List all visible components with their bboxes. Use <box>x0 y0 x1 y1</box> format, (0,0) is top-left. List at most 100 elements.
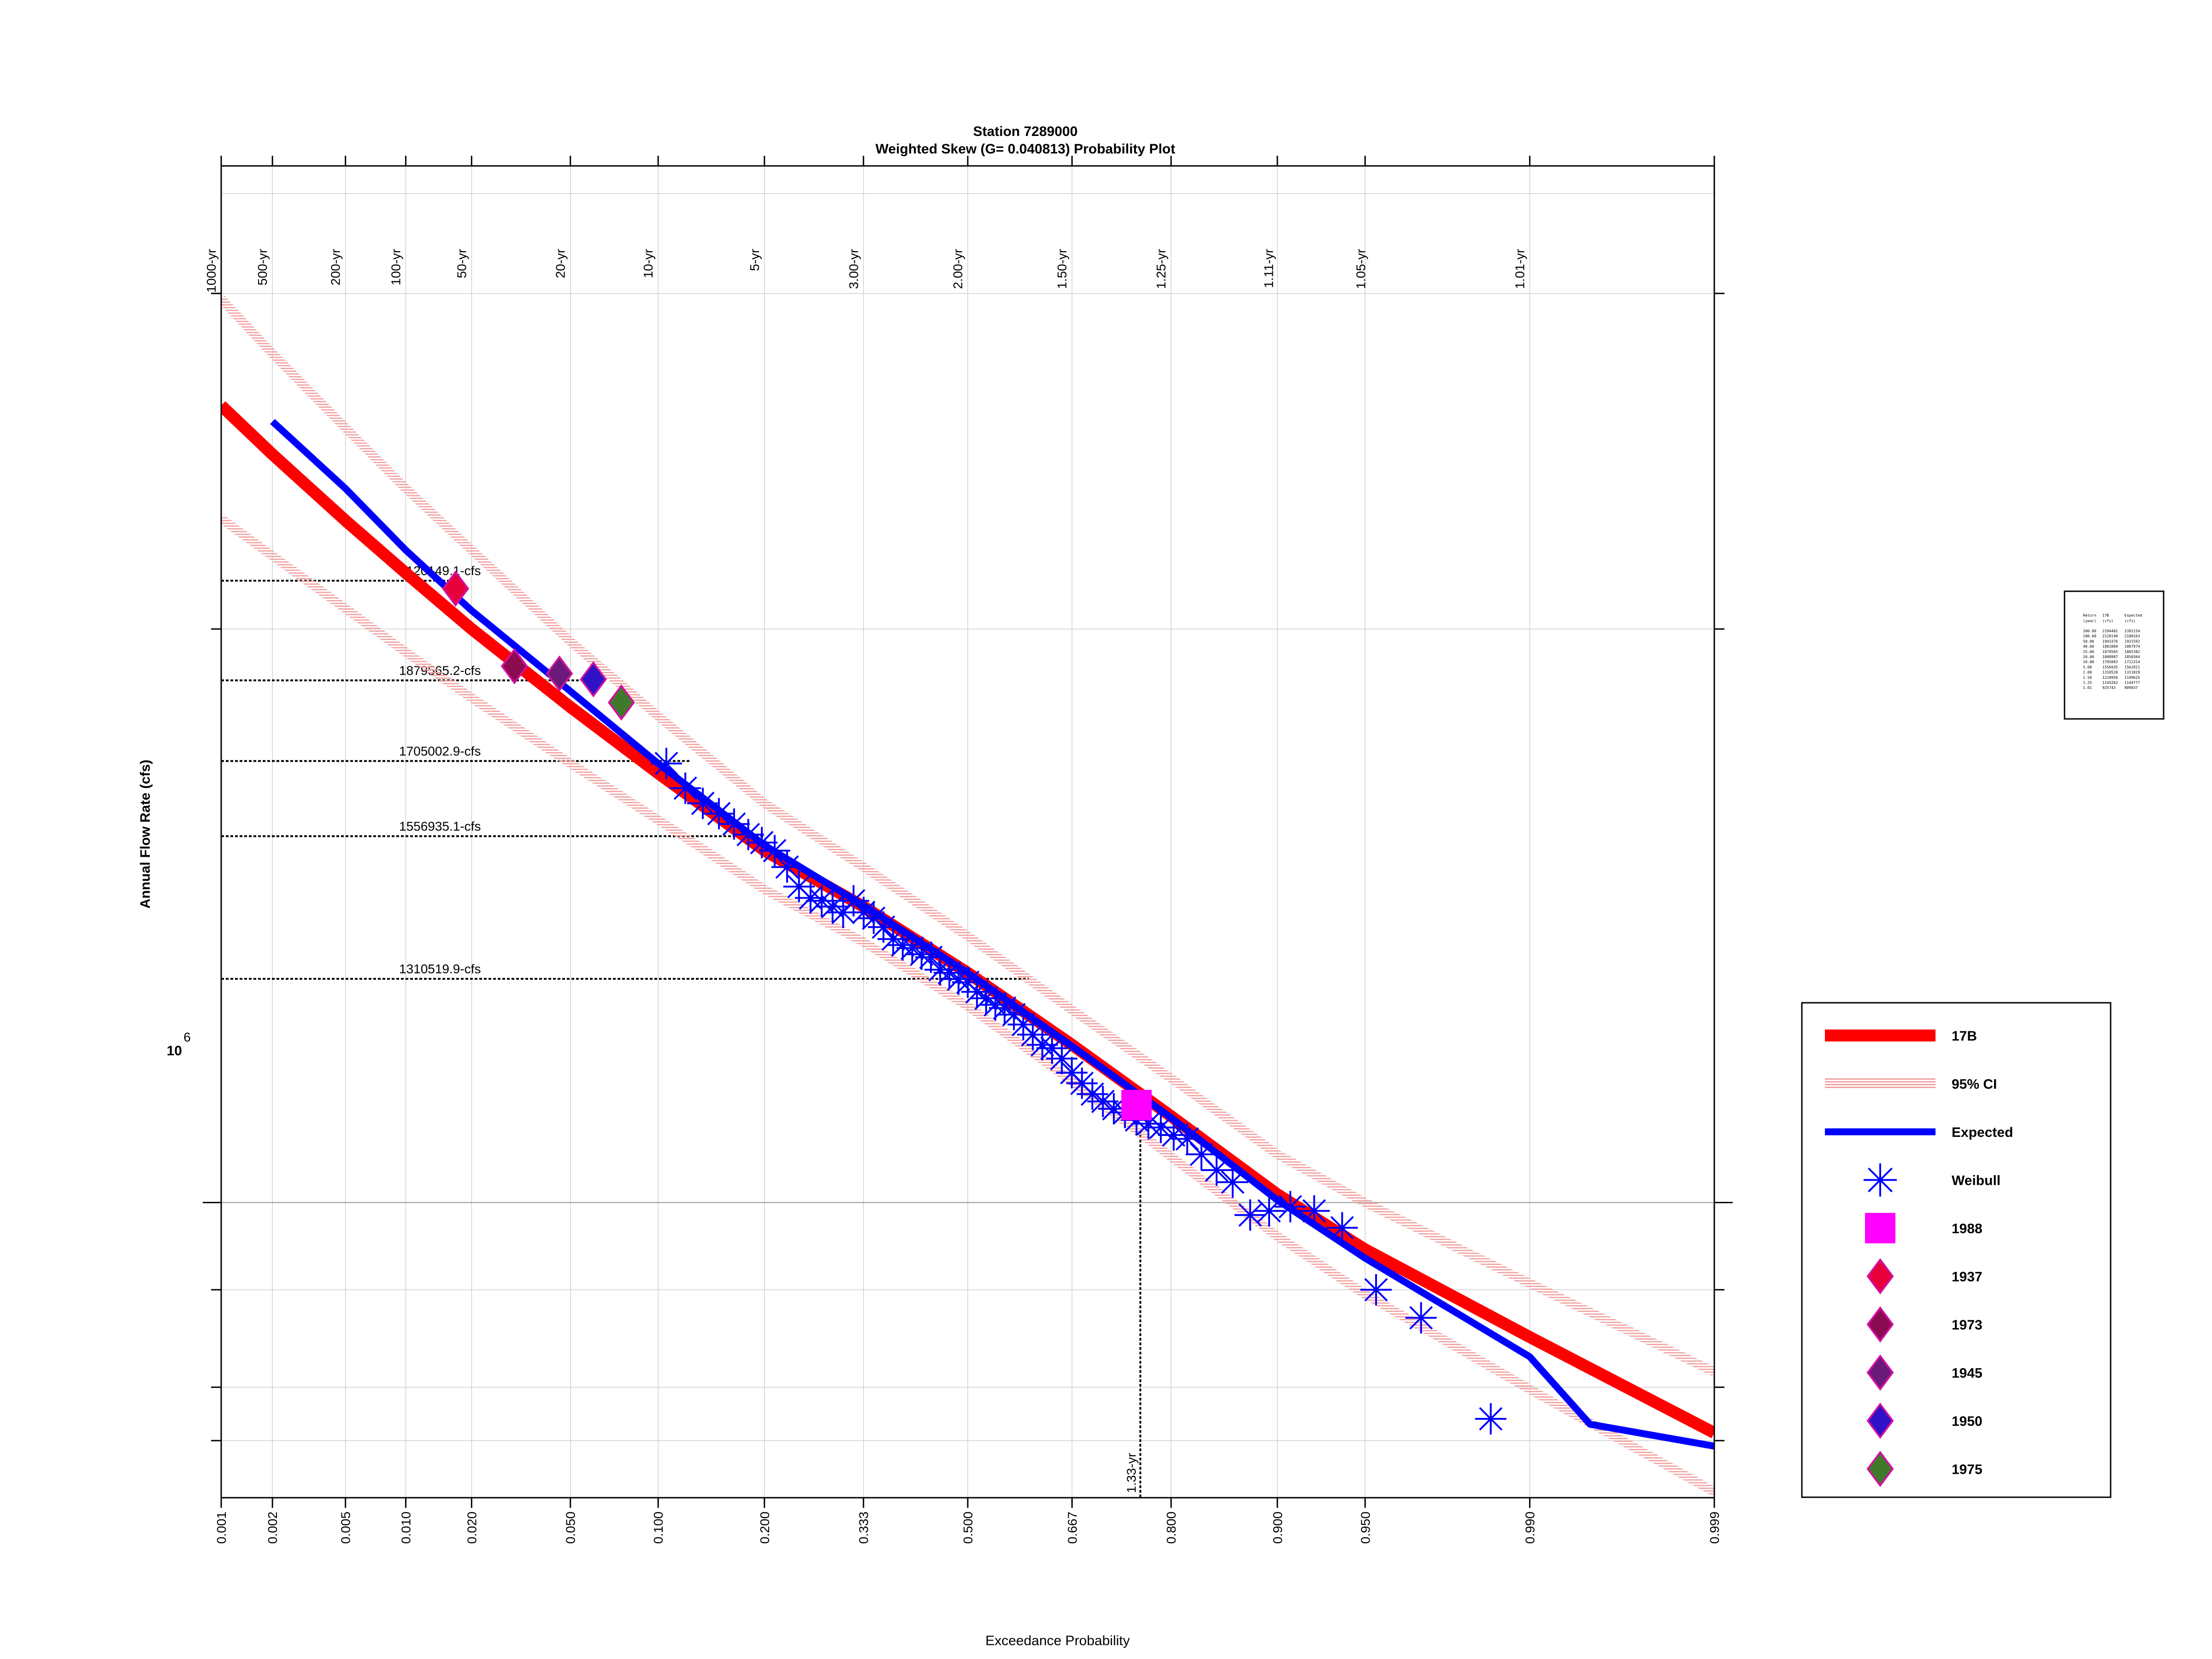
weibull-stroke <box>1175 1127 1199 1151</box>
summary-header-units: (year) <box>2083 619 2096 623</box>
legend-swatch-1973 <box>1866 1306 1894 1343</box>
summary-row: 1931592 <box>2124 639 2140 643</box>
weibull-point <box>915 941 947 973</box>
weibull-point <box>988 992 1020 1024</box>
return-period-label: 3.00-yr <box>847 249 861 289</box>
summary-row: 1144777 <box>2124 681 2140 685</box>
weibull-stroke <box>1162 1123 1186 1147</box>
legend-label: 1973 <box>1952 1318 1983 1333</box>
weibull-stroke <box>1060 1061 1084 1085</box>
highlight-point-1988 <box>1121 1090 1152 1121</box>
weibull-stroke <box>956 971 980 994</box>
x-tick-label: 0.005 <box>339 1512 353 1544</box>
x-tick-label: 0.900 <box>1271 1512 1285 1544</box>
reference-line-label: 1556935.1-cfs <box>399 819 481 834</box>
weibull-stroke <box>891 933 915 957</box>
return-period-label: 1.01-yr <box>1513 249 1527 289</box>
summary-header: 17B <box>2102 613 2109 618</box>
summary-row: 1705003 <box>2102 660 2118 664</box>
summary-row: 2120149 <box>2102 634 2118 638</box>
series-line-expected <box>270 419 1714 1450</box>
weibull-point <box>970 982 1002 1014</box>
weibull-point <box>687 788 719 819</box>
return-period-label: 5-yr <box>747 249 762 271</box>
summary-row: 1311829 <box>2124 671 2140 675</box>
summary-row: 100.00 <box>2083 634 2096 638</box>
legend: 17B 95% CI Expected Weibull 1988 1937 1973 1945… <box>1801 1002 2112 1498</box>
chart-title: Station 7289000 <box>973 124 1078 139</box>
summary-row: 5.00 <box>2083 665 2092 669</box>
summary-row: 1210956 <box>2102 676 2118 680</box>
summary-row: 2294401 <box>2102 629 2118 633</box>
return-period-label: 2.00-yr <box>951 249 965 289</box>
legend-swatch-1988 <box>1865 1213 1895 1243</box>
weibull-point <box>794 882 826 914</box>
weibull-stroke <box>736 823 760 847</box>
return-period-label: 20-yr <box>553 249 568 278</box>
weibull-stroke <box>1479 1407 1503 1431</box>
x-tick-label: 0.999 <box>1707 1512 1722 1544</box>
grid-lines <box>221 166 1715 1498</box>
weibull-point <box>703 798 735 830</box>
return-period-label: 100-yr <box>388 249 403 285</box>
x-tick-label: 0.200 <box>758 1512 772 1544</box>
weibull-stroke <box>722 812 746 836</box>
summary-row: 50.00 <box>2083 639 2094 643</box>
summary-row: 1882869 <box>2102 645 2118 649</box>
weibull-stroke <box>1330 1216 1354 1240</box>
weibull-stroke <box>1364 1278 1388 1302</box>
x-tick-label: 0.020 <box>465 1512 479 1544</box>
x-tick-label: 0.002 <box>265 1512 280 1544</box>
weibull-stroke <box>928 958 952 982</box>
summary-row: 909037 <box>2124 686 2138 690</box>
y-tick-label-base: 10 <box>167 1043 182 1059</box>
weibull-stroke <box>654 752 678 776</box>
summary-row: 1.25 <box>2083 681 2092 685</box>
weibull-point <box>1145 1112 1177 1143</box>
highlight-point-1973 <box>500 648 528 685</box>
highlight-point-1950 <box>580 661 607 698</box>
weibull-stroke <box>919 945 943 969</box>
weibull-point <box>718 808 750 840</box>
weibull-point <box>1036 1032 1068 1064</box>
summary-row: 1865382 <box>2124 650 2140 654</box>
weibull-point <box>771 851 803 883</box>
weibull-point <box>1326 1212 1358 1244</box>
legend-swatch-ci <box>1825 1078 1936 1089</box>
weibull-stroke <box>900 936 924 960</box>
weibull-stroke <box>810 889 834 913</box>
weibull-point <box>1158 1119 1189 1151</box>
weibull-stroke <box>831 900 855 924</box>
weibull-point <box>1475 1403 1506 1435</box>
weibull-stroke <box>799 886 823 910</box>
x-tick-label: 0.990 <box>1523 1512 1537 1544</box>
return-period-label: 500-yr <box>255 249 270 285</box>
weibull-stroke <box>1149 1116 1173 1140</box>
summary-row: 2.00 <box>2083 671 2092 675</box>
legend-swatch-1937 <box>1866 1258 1894 1294</box>
weibull-stroke <box>673 776 697 800</box>
return-period-label: 1.05-yr <box>1354 249 1368 289</box>
weibull-stroke <box>750 830 774 854</box>
weibull-stroke <box>947 967 971 991</box>
weibull-stroke <box>983 993 1007 1017</box>
summary-row: 1199625 <box>2124 676 2140 680</box>
weibull-stroke <box>821 894 845 918</box>
y-tick-label-exponent: 6 <box>183 1030 191 1044</box>
summary-row: 20.00 <box>2083 655 2094 659</box>
reference-line-label: 1705002.9-cfs <box>399 744 481 758</box>
summary-row: 925743 <box>2102 686 2116 690</box>
weibull-point <box>1405 1302 1437 1334</box>
weibull-stroke <box>1091 1089 1115 1113</box>
x-tick-label: 0.667 <box>1065 1512 1079 1544</box>
series-lines <box>221 295 1714 1496</box>
highlight-point-1975 <box>607 684 635 721</box>
weibull-stroke <box>1136 1112 1160 1135</box>
summary-row: 1556935 <box>2102 665 2118 669</box>
reference-line-label: 1310519.9-cfs <box>399 962 481 976</box>
weibull-stroke <box>862 906 886 930</box>
summary-row: 2189163 <box>2124 634 2140 638</box>
weibull-point <box>1298 1195 1330 1227</box>
summary-header-units: (cfs) <box>2102 619 2113 623</box>
